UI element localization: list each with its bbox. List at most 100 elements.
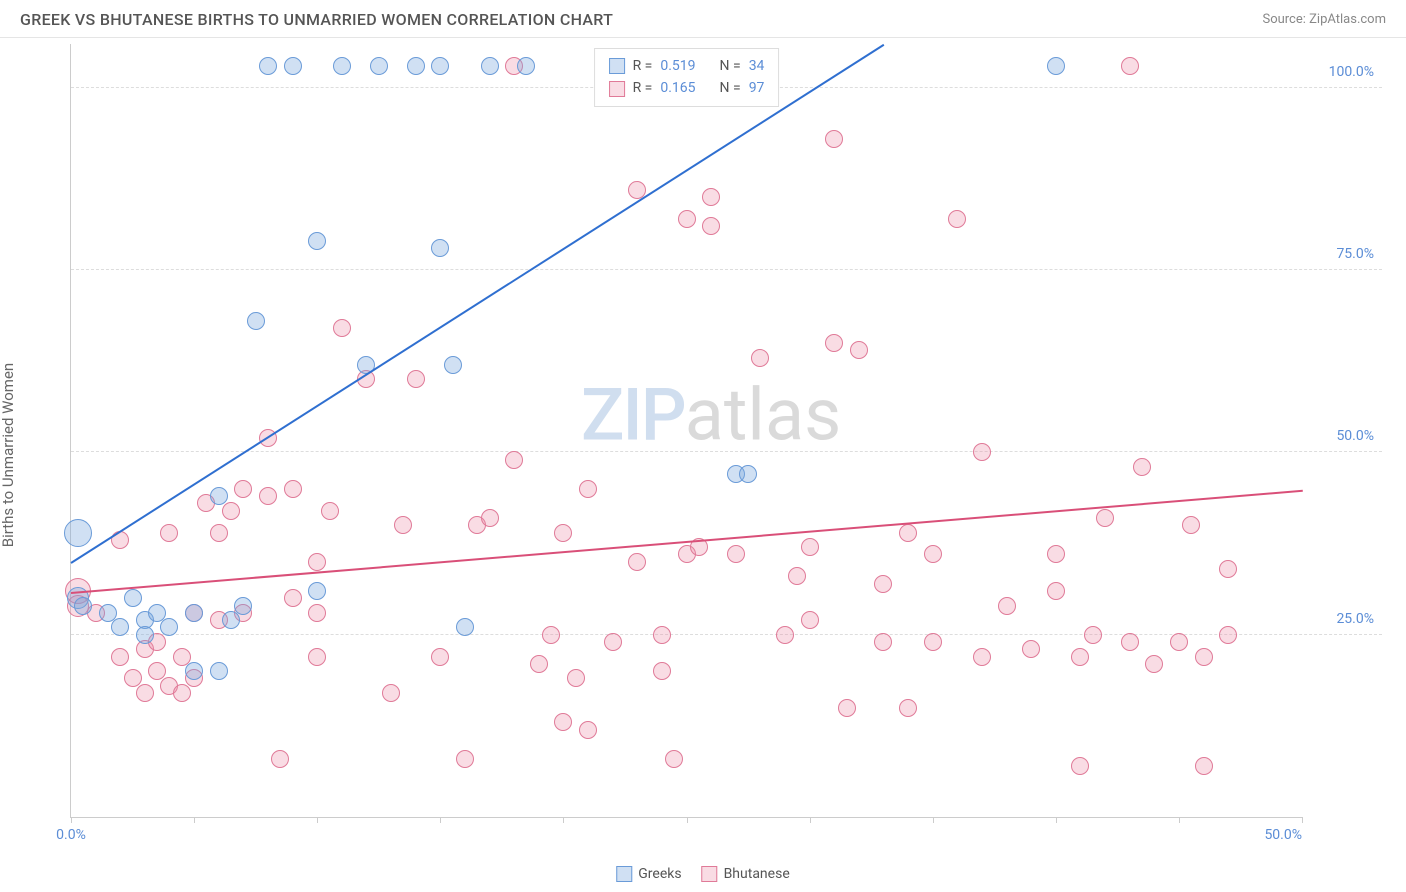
data-point-bhutanese xyxy=(259,487,277,505)
watermark: ZIPatlas xyxy=(581,373,841,458)
data-point-greeks xyxy=(185,604,203,622)
data-point-greeks xyxy=(456,618,474,636)
data-point-bhutanese xyxy=(874,575,892,593)
gridline-h xyxy=(71,451,1382,452)
chart-title: GREEK VS BHUTANESE BIRTHS TO UNMARRIED W… xyxy=(20,10,613,29)
data-point-greeks xyxy=(234,597,252,615)
y-axis-label: Births to Unmarried Women xyxy=(0,363,17,547)
data-point-greeks xyxy=(111,618,129,636)
data-point-greeks xyxy=(308,582,326,600)
data-point-greeks xyxy=(284,57,302,75)
data-point-bhutanese xyxy=(382,684,400,702)
data-point-bhutanese xyxy=(604,633,622,651)
x-tick xyxy=(687,817,688,823)
y-tick-label: 100.0% xyxy=(1329,64,1374,80)
data-point-bhutanese xyxy=(924,633,942,651)
data-point-bhutanese xyxy=(394,516,412,534)
data-point-greeks xyxy=(74,597,92,615)
data-point-bhutanese xyxy=(1022,640,1040,658)
data-point-bhutanese xyxy=(271,750,289,768)
data-point-bhutanese xyxy=(111,648,129,666)
data-point-greeks xyxy=(444,356,462,374)
chart-header: GREEK VS BHUTANESE BIRTHS TO UNMARRIED W… xyxy=(0,0,1406,38)
data-point-bhutanese xyxy=(234,480,252,498)
trend-line-bhutanese xyxy=(71,489,1303,593)
data-point-bhutanese xyxy=(1121,57,1139,75)
data-point-greeks xyxy=(370,57,388,75)
data-point-bhutanese xyxy=(1047,545,1065,563)
data-point-bhutanese xyxy=(333,319,351,337)
data-point-bhutanese xyxy=(924,545,942,563)
x-tick xyxy=(440,817,441,823)
data-point-greeks xyxy=(481,57,499,75)
x-tick xyxy=(933,817,934,823)
data-point-bhutanese xyxy=(801,611,819,629)
correlation-legend: R = 0.519 N = 34 R = 0.165 N = 97 xyxy=(594,48,780,107)
data-point-bhutanese xyxy=(899,699,917,717)
data-point-bhutanese xyxy=(1121,633,1139,651)
x-tick-label: 50.0% xyxy=(1264,827,1302,843)
x-tick xyxy=(563,817,564,823)
swatch-greeks-icon xyxy=(616,866,632,882)
data-point-greeks xyxy=(431,239,449,257)
data-point-greeks xyxy=(185,662,203,680)
data-point-bhutanese xyxy=(431,648,449,666)
data-point-bhutanese xyxy=(665,750,683,768)
data-point-bhutanese xyxy=(788,567,806,585)
data-point-bhutanese xyxy=(825,130,843,148)
scatter-plot-area: ZIPatlas R = 0.519 N = 34 R = 0.165 N = … xyxy=(70,44,1302,818)
data-point-bhutanese xyxy=(1047,582,1065,600)
y-tick-label: 75.0% xyxy=(1336,246,1374,262)
data-point-greeks xyxy=(1047,57,1065,75)
data-point-bhutanese xyxy=(1071,757,1089,775)
data-point-bhutanese xyxy=(308,553,326,571)
data-point-bhutanese xyxy=(284,480,302,498)
data-point-bhutanese xyxy=(321,502,339,520)
data-point-bhutanese xyxy=(678,210,696,228)
data-point-bhutanese xyxy=(751,349,769,367)
x-tick xyxy=(194,817,195,823)
data-point-greeks xyxy=(517,57,535,75)
data-point-bhutanese xyxy=(653,626,671,644)
data-point-bhutanese xyxy=(850,341,868,359)
data-point-bhutanese xyxy=(628,553,646,571)
source-attribution: Source: ZipAtlas.com xyxy=(1262,12,1386,27)
x-tick xyxy=(810,817,811,823)
x-tick xyxy=(317,817,318,823)
data-point-greeks xyxy=(210,487,228,505)
data-point-bhutanese xyxy=(579,480,597,498)
data-point-bhutanese xyxy=(702,188,720,206)
data-point-greeks xyxy=(136,626,154,644)
data-point-bhutanese xyxy=(210,524,228,542)
data-point-bhutanese xyxy=(801,538,819,556)
data-point-bhutanese xyxy=(973,443,991,461)
data-point-bhutanese xyxy=(456,750,474,768)
data-point-bhutanese xyxy=(1071,648,1089,666)
data-point-greeks xyxy=(160,618,178,636)
trend-line-greeks xyxy=(70,44,884,564)
data-point-bhutanese xyxy=(567,669,585,687)
data-point-bhutanese xyxy=(874,633,892,651)
gridline-h xyxy=(71,634,1382,635)
data-point-bhutanese xyxy=(1182,516,1200,534)
data-point-greeks xyxy=(124,589,142,607)
data-point-greeks xyxy=(333,57,351,75)
data-point-bhutanese xyxy=(1084,626,1102,644)
data-point-greeks xyxy=(739,465,757,483)
legend-item-bhutanese: Bhutanese xyxy=(702,866,790,882)
data-point-bhutanese xyxy=(173,684,191,702)
data-point-bhutanese xyxy=(542,626,560,644)
y-tick-label: 50.0% xyxy=(1336,428,1374,444)
x-tick xyxy=(71,817,72,823)
chart-container: ZIPatlas R = 0.519 N = 34 R = 0.165 N = … xyxy=(48,44,1382,848)
data-point-greeks xyxy=(222,611,240,629)
legend-row-bhutanese: R = 0.165 N = 97 xyxy=(609,77,765,99)
data-point-greeks xyxy=(308,232,326,250)
data-point-bhutanese xyxy=(973,648,991,666)
data-point-bhutanese xyxy=(308,648,326,666)
data-point-greeks xyxy=(259,57,277,75)
data-point-bhutanese xyxy=(1170,633,1188,651)
y-tick-label: 25.0% xyxy=(1336,611,1374,627)
data-point-bhutanese xyxy=(579,721,597,739)
data-point-bhutanese xyxy=(1145,655,1163,673)
